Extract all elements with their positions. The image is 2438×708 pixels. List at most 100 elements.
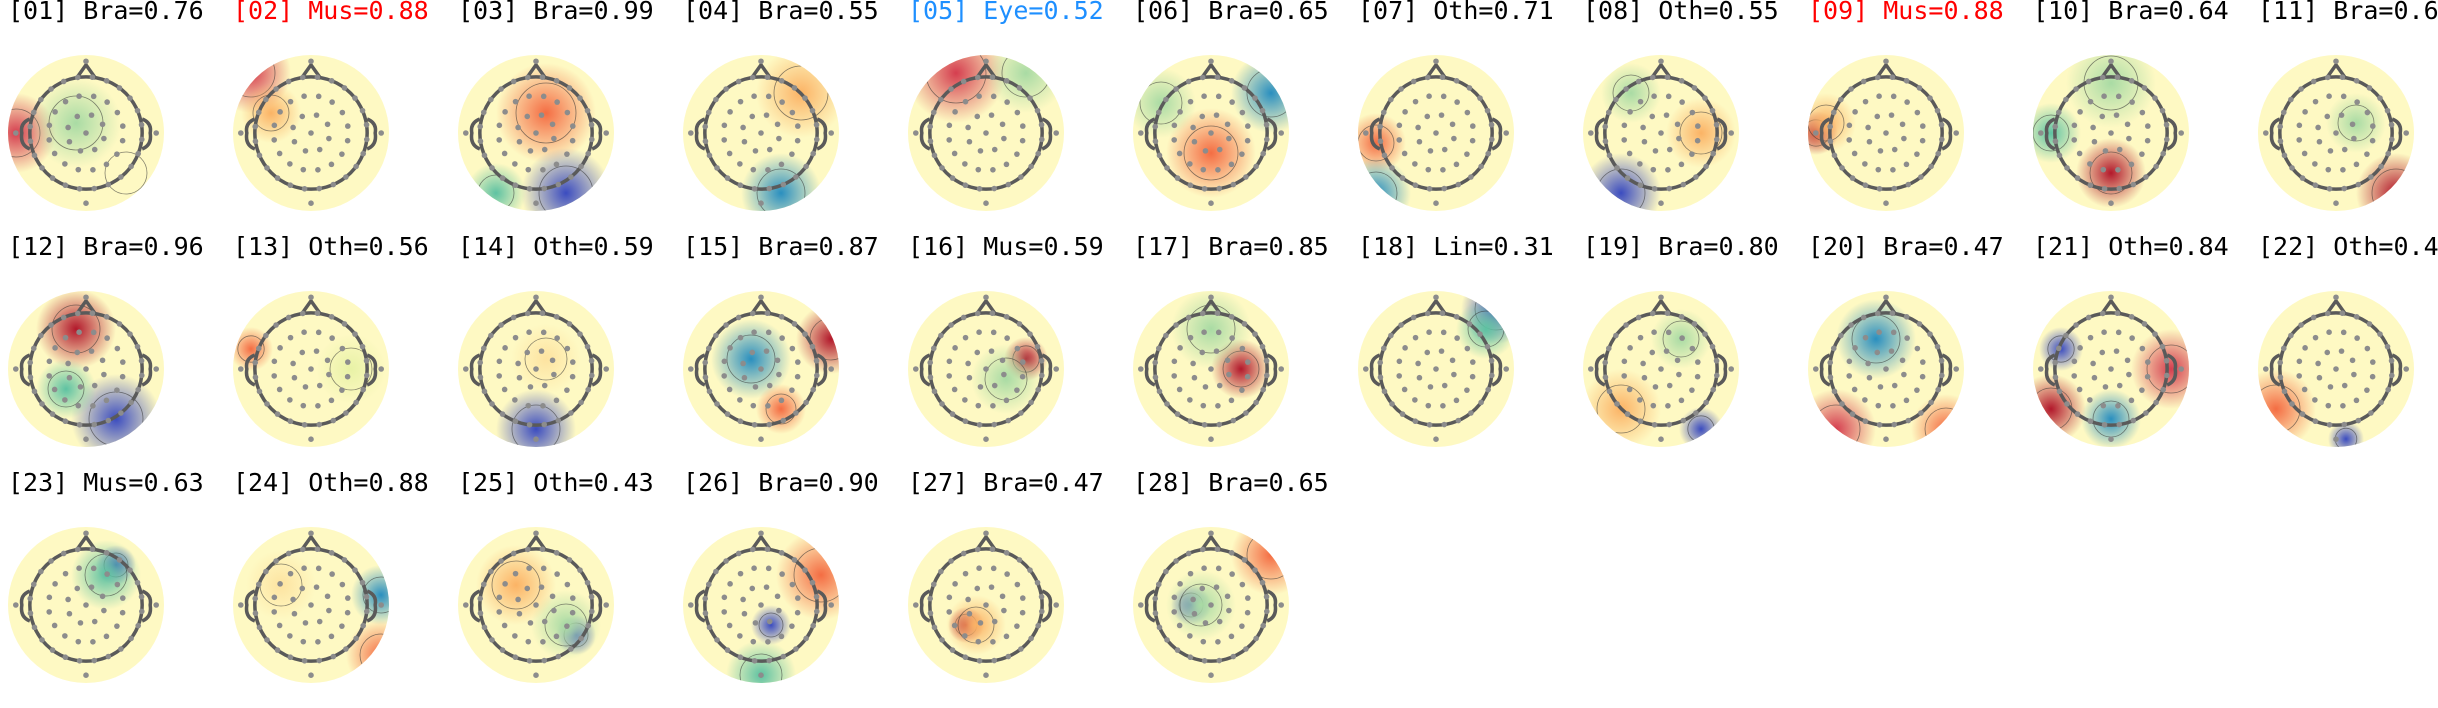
electrode-dot	[359, 107, 366, 114]
electrode-dot	[2153, 163, 2159, 170]
electrode-dot	[764, 310, 771, 317]
electrode-dot	[274, 411, 281, 417]
electrode-dot	[1666, 421, 1673, 428]
electrode-dot	[740, 596, 746, 603]
electrode-dot	[737, 397, 743, 403]
contour-line	[104, 151, 148, 195]
electrode-dot	[538, 112, 545, 118]
electrode-dot	[554, 99, 560, 105]
contour-line	[2033, 114, 2070, 152]
electrode-dot	[999, 357, 1006, 364]
electrode-dot	[1202, 620, 1209, 626]
electrode-dot	[1903, 77, 1910, 84]
electrode-dot	[302, 148, 309, 154]
electrode-dot	[27, 138, 34, 145]
ear-outline	[1144, 117, 1156, 151]
electrode-dot	[1243, 646, 1249, 652]
component-label: [11] Bra=0.63	[2258, 0, 2438, 25]
electrode-dot	[1014, 387, 1020, 393]
electrode-dot	[1621, 122, 1628, 129]
electrode-dot	[913, 130, 919, 136]
electrode-dot	[1426, 93, 1432, 100]
scalp-topography-icon	[908, 55, 1064, 211]
electrode-dot	[134, 107, 141, 114]
activation-region	[2258, 369, 2316, 447]
electrode-dot	[588, 608, 595, 615]
electrode-dot	[758, 294, 764, 301]
electrode-dot	[51, 150, 58, 157]
electrode-dot	[794, 373, 801, 380]
electrode-dot	[316, 421, 323, 428]
electrode-dot	[1019, 595, 1026, 601]
activation-region	[2066, 55, 2156, 128]
electrode-dot	[948, 322, 954, 328]
electrode-dot	[2302, 345, 2308, 351]
electrode-dot	[74, 310, 81, 317]
electrode-dot	[983, 436, 989, 442]
electrode-dot	[88, 112, 95, 118]
activation-region	[1836, 299, 1916, 379]
electrode-dot	[2340, 93, 2347, 100]
electrode-dot	[983, 530, 989, 537]
electrode-dot	[1624, 411, 1631, 417]
head-outline	[2053, 75, 2169, 191]
electrode-dot	[1003, 549, 1010, 556]
electrode-dot	[1602, 359, 1609, 366]
electrode-dot	[778, 633, 785, 640]
component-card: [26] Bra=0.90	[675, 468, 905, 708]
ear-outline	[1594, 117, 1606, 151]
electrode-dot	[119, 359, 126, 365]
electrode-dot	[1831, 388, 1838, 395]
electrode-dot	[2108, 366, 2114, 372]
component-label: [20] Bra=0.47	[1808, 232, 2004, 261]
electrode-dot	[2115, 93, 2122, 100]
electrode-dot	[1027, 331, 1033, 337]
electrode-dot	[1860, 314, 1867, 321]
electrode-dot	[502, 109, 508, 115]
electrode-dot	[1208, 530, 1214, 537]
electrode-dot	[713, 332, 719, 339]
electrode-dot	[2277, 359, 2284, 366]
scalp-map	[908, 55, 1064, 211]
scalp-topography-icon	[233, 291, 389, 447]
electrode-dot	[793, 646, 799, 652]
electrode-dot	[1919, 123, 1926, 129]
electrode-dot	[1637, 98, 1644, 105]
electrode-dot	[1038, 136, 1045, 143]
electrode-dot	[2085, 78, 2092, 85]
electrode-dot	[793, 174, 799, 180]
electrode-dot	[287, 98, 294, 105]
electrode-dot	[1187, 98, 1194, 105]
electrode-dot	[119, 595, 126, 601]
electrode-dot	[1934, 343, 1941, 350]
electrode-dot	[1263, 136, 1270, 143]
electrode-dot	[938, 568, 944, 575]
electrode-dot	[2091, 374, 2098, 381]
electrode-dot	[1226, 371, 1232, 378]
ear-outline	[2166, 117, 2178, 151]
electrode-dot	[315, 93, 322, 100]
electrode-dot	[828, 130, 834, 136]
electrode-dot	[313, 112, 320, 118]
electrode-dot	[564, 345, 571, 352]
electrode-dot	[749, 349, 756, 356]
electrode-dot	[501, 622, 508, 629]
electrode-dot	[285, 78, 292, 85]
electrode-dot	[765, 329, 772, 336]
electrode-dot	[2338, 112, 2345, 118]
activation-region	[2081, 389, 2141, 447]
electrode-dot	[1424, 74, 1431, 81]
electrode-dot	[1846, 122, 1853, 129]
electrode-dot	[802, 95, 808, 101]
electrode-dot	[1488, 136, 1495, 143]
activation-region	[1911, 394, 1964, 447]
electrode-dot	[1827, 359, 1834, 366]
electrode-dot	[1398, 86, 1404, 92]
electrode-dot	[2116, 146, 2123, 153]
electrode-dot	[1468, 410, 1474, 416]
electrode-dot	[308, 130, 314, 136]
contour-line	[329, 347, 373, 391]
electrode-dot	[316, 185, 323, 192]
electrode-dot	[584, 579, 591, 586]
electrode-dot	[1624, 175, 1631, 181]
